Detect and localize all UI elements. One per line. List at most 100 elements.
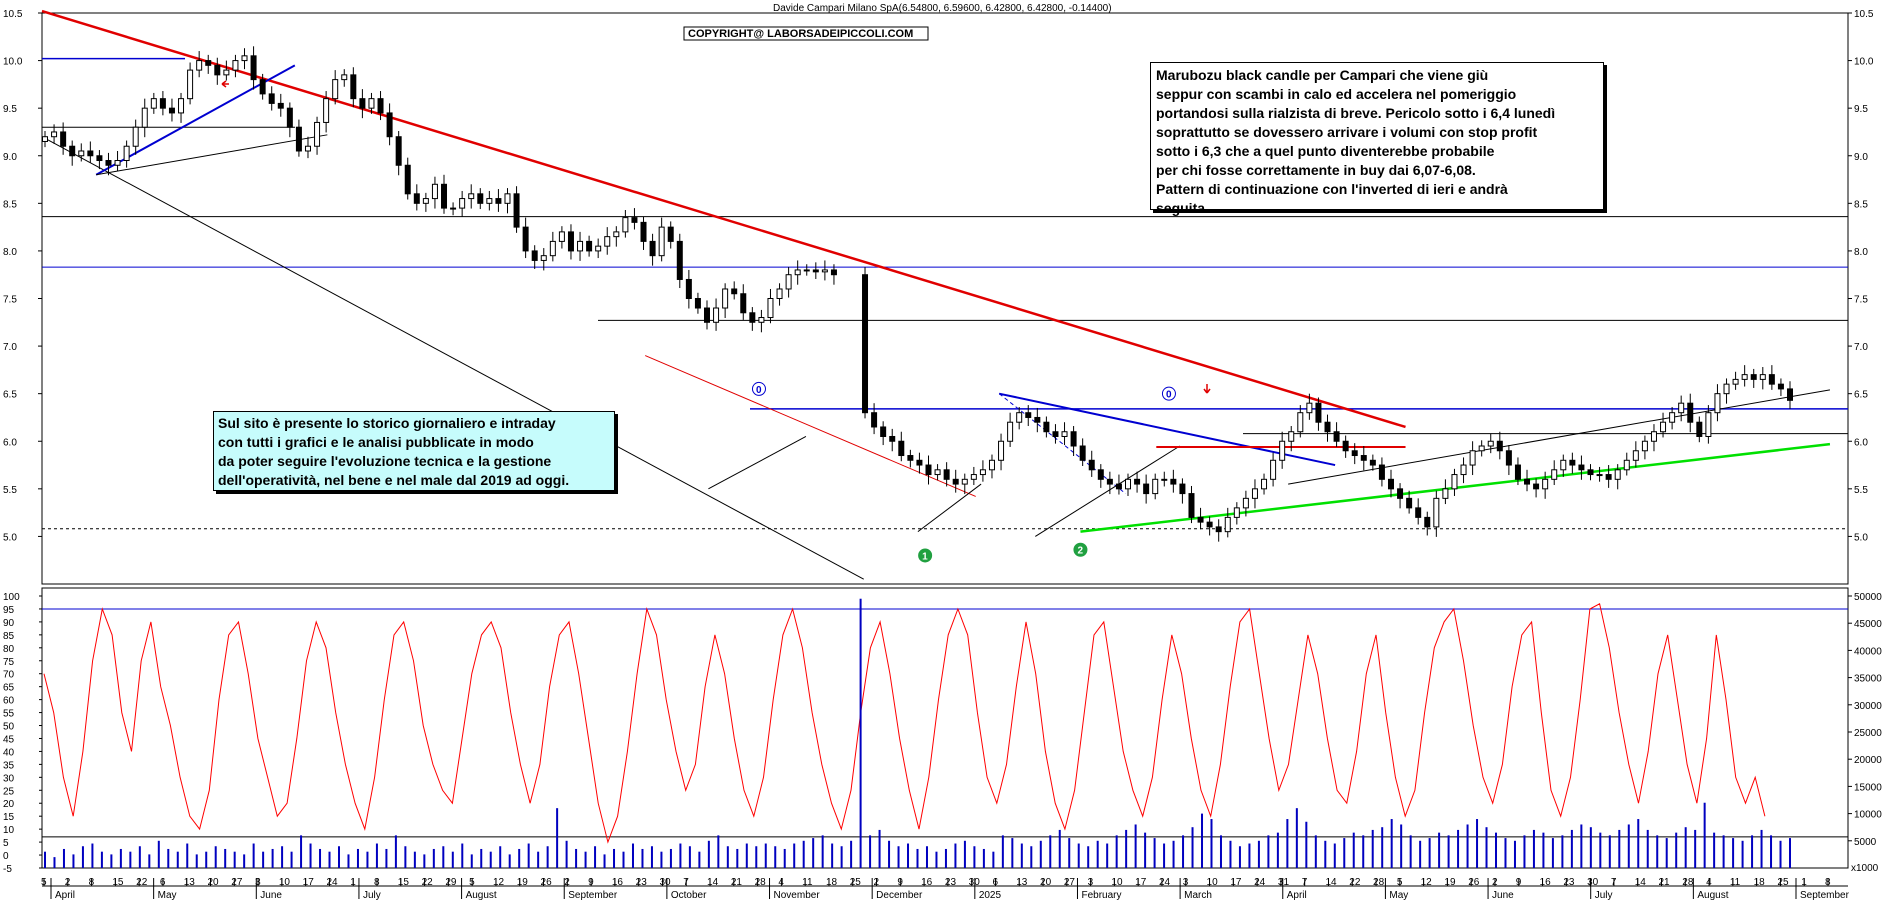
candle-body bbox=[1687, 402, 1694, 423]
volume-tick-label: 20000 bbox=[1854, 755, 1882, 766]
candle-body bbox=[341, 74, 348, 81]
candle-body bbox=[1514, 464, 1521, 480]
volume-bar bbox=[1305, 821, 1308, 868]
day-label: 10 bbox=[1207, 877, 1219, 888]
volume-bar bbox=[935, 851, 938, 868]
candle-body bbox=[1542, 478, 1549, 490]
candle-body bbox=[1469, 450, 1476, 466]
month-label: June bbox=[260, 890, 282, 901]
volume-bar bbox=[44, 851, 46, 868]
candle-body bbox=[1433, 497, 1440, 528]
candle-body bbox=[830, 269, 837, 276]
candle-body bbox=[431, 183, 438, 200]
day-label: 19 bbox=[1444, 877, 1456, 888]
volume-bar bbox=[622, 851, 625, 868]
volume-tick-label: 50000 bbox=[1854, 592, 1882, 603]
day-label: 28 bbox=[1682, 877, 1694, 888]
volume-bar bbox=[1428, 838, 1431, 868]
oscillator-tick-label: 65 bbox=[3, 683, 15, 694]
volume-bar bbox=[992, 851, 995, 868]
candle-body bbox=[441, 183, 448, 209]
month-label: March bbox=[1184, 890, 1212, 901]
volume-bar bbox=[281, 846, 284, 868]
candle-body bbox=[1632, 450, 1639, 461]
candle-body bbox=[1315, 402, 1322, 423]
volume-bar bbox=[707, 840, 710, 868]
candle-body bbox=[979, 469, 986, 476]
volume-bar bbox=[394, 835, 397, 868]
volume-bar bbox=[1390, 819, 1393, 868]
day-label: 2 bbox=[874, 877, 880, 888]
candle-body bbox=[785, 274, 792, 290]
candle-body bbox=[1605, 474, 1612, 480]
volume-bar bbox=[1400, 824, 1403, 868]
volume-bar bbox=[793, 843, 796, 868]
candle-body bbox=[1351, 450, 1358, 457]
volume-bar bbox=[575, 848, 578, 868]
volume-bar bbox=[1751, 835, 1754, 868]
volume-bar bbox=[1637, 819, 1640, 868]
price-tick-label-right: 8.0 bbox=[1854, 247, 1868, 258]
volume-bar bbox=[1058, 829, 1061, 868]
volume-bar bbox=[641, 848, 644, 868]
day-label: 17 bbox=[303, 877, 315, 888]
day-label: 15 bbox=[398, 877, 410, 888]
oscillator-tick-label: 55 bbox=[3, 709, 15, 720]
candle-body bbox=[422, 198, 429, 204]
day-label: 11 bbox=[802, 877, 813, 888]
oscillator-series bbox=[43, 603, 1766, 844]
volume-bar bbox=[812, 838, 815, 868]
volume-bar bbox=[669, 848, 672, 868]
candle-body bbox=[1560, 459, 1567, 471]
candle-body bbox=[359, 98, 366, 109]
volume-bar bbox=[1001, 835, 1004, 868]
candle-body bbox=[1224, 516, 1231, 533]
wave-marker-icon bbox=[918, 548, 933, 563]
volume-tick-label: 45000 bbox=[1854, 619, 1882, 630]
volume-bar bbox=[205, 851, 208, 868]
volume-bar bbox=[1608, 835, 1611, 868]
candle-body bbox=[749, 312, 756, 323]
volume-bar bbox=[337, 846, 340, 868]
candle-body bbox=[1070, 431, 1077, 447]
candle-body bbox=[495, 198, 502, 204]
volume-bar bbox=[831, 843, 834, 868]
price-tick-label-left: 7.0 bbox=[3, 342, 17, 353]
volume-bar bbox=[944, 848, 947, 868]
oscillator-tick-label: 35 bbox=[3, 760, 15, 771]
volume-bar bbox=[1020, 843, 1023, 868]
candle-body bbox=[1533, 483, 1540, 490]
volume-tick-label: 15000 bbox=[1854, 782, 1882, 793]
volume-bar bbox=[271, 848, 274, 868]
volume-bar bbox=[982, 848, 985, 868]
candle-body bbox=[934, 469, 941, 476]
day-label: 6 bbox=[992, 877, 998, 888]
candle-body bbox=[713, 307, 720, 323]
volume-bar bbox=[1599, 832, 1602, 868]
candle-body bbox=[1732, 378, 1739, 385]
volume-bar bbox=[973, 846, 976, 868]
candle-body bbox=[988, 459, 995, 471]
volume-bar bbox=[1618, 829, 1621, 868]
candle-body bbox=[1650, 431, 1657, 442]
candle-body bbox=[1569, 459, 1576, 466]
candle-body bbox=[1524, 478, 1531, 485]
candle-body bbox=[1360, 455, 1367, 461]
candle-body bbox=[531, 250, 538, 261]
volume-bar bbox=[1343, 838, 1346, 868]
volume-bar bbox=[195, 854, 198, 868]
candle-body bbox=[1034, 416, 1041, 423]
volume-bar bbox=[91, 843, 94, 868]
volume-bar bbox=[1532, 829, 1535, 868]
copyright-text: COPYRIGHT@ LABORSADEIPICCOLI.COM bbox=[688, 28, 913, 40]
day-label: 5 bbox=[41, 877, 47, 888]
candle-body bbox=[132, 126, 139, 147]
volume-bar bbox=[1381, 827, 1384, 868]
blue-dashed-trendline bbox=[998, 393, 1126, 494]
volume-tick-label: 40000 bbox=[1854, 646, 1882, 657]
candle-body bbox=[595, 245, 602, 252]
day-label: 1 bbox=[1801, 877, 1807, 888]
volume-bar bbox=[1485, 827, 1488, 868]
candle-body bbox=[794, 269, 801, 276]
candle-body bbox=[907, 455, 914, 461]
